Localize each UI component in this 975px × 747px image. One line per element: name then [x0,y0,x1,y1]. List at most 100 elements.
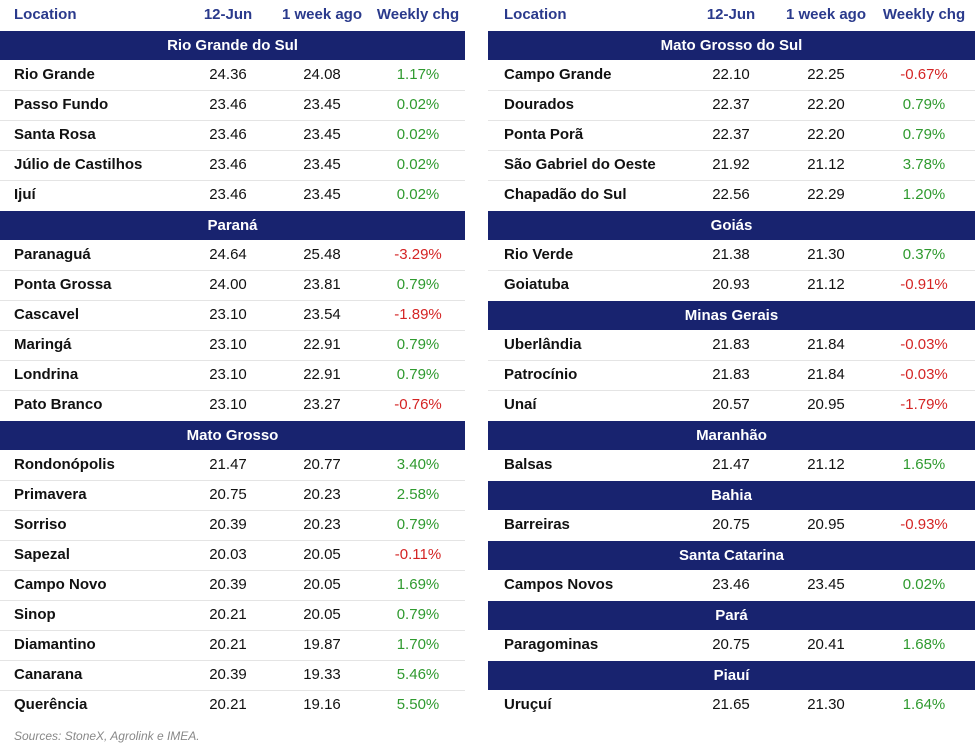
value-cell: 23.46 [209,96,247,113]
value-cell: 23.81 [303,276,341,293]
value-cell: 23.10 [209,336,247,353]
value-cell: 23.10 [209,366,247,383]
location: Sapezal [14,546,70,563]
value-cell: -0.11% [394,546,442,563]
source-note: Sources: StoneX, Agrolink e IMEA. [14,729,200,743]
value-cell: -3.29% [394,246,442,263]
column-header: Weekly chg [882,6,966,23]
value-cell: 21.47 [712,456,750,473]
value-cell: 21.38 [712,246,750,263]
group-header: Santa Catarina [488,541,975,570]
value-cell: 0.79% [396,336,440,353]
location: Diamantino [14,636,96,653]
location: Maringá [14,336,72,353]
value-cell: 21.65 [712,696,750,713]
group-header: Pará [488,601,975,630]
value-cell: 20.75 [712,516,750,533]
value-cell: -1.79% [900,396,948,413]
location: São Gabriel do Oeste [504,156,656,173]
value-cell: 20.03 [209,546,247,563]
value-cell: 0.79% [396,606,440,623]
value-cell: 3.78% [902,156,946,173]
value-cell: 21.83 [712,366,750,383]
value-cell: 20.77 [303,456,341,473]
row-separator [488,90,975,91]
row-separator [0,90,465,91]
group-header: Maranhão [488,421,975,450]
value-cell: 20.21 [209,636,247,653]
row-separator [488,150,975,151]
location: Ponta Porã [504,126,584,143]
row-separator [0,510,465,511]
value-cell: 0.79% [396,276,440,293]
value-cell: 20.05 [303,606,341,623]
location: Paragominas [504,636,599,653]
row-separator [488,360,975,361]
value-cell: 20.21 [209,696,247,713]
value-cell: 0.79% [902,96,946,113]
column-header: Weekly chg [376,6,460,23]
value-cell: 1.69% [396,576,440,593]
value-cell: 2.58% [396,486,440,503]
value-cell: 20.95 [807,516,845,533]
value-cell: 20.57 [712,396,750,413]
value-cell: 23.45 [807,576,845,593]
row-separator [0,480,465,481]
row-separator [488,120,975,121]
location: Rondonópolis [14,456,115,473]
value-cell: 23.10 [209,396,247,413]
value-cell: 20.05 [303,546,341,563]
location: Ponta Grossa [14,276,112,293]
value-cell: 0.02% [396,156,440,173]
value-cell: -0.76% [394,396,442,413]
location: Ijuí [14,186,36,203]
location: Rio Verde [504,246,574,263]
value-cell: 0.02% [396,126,440,143]
value-cell: 22.37 [712,96,750,113]
group-header: Piauí [488,661,975,690]
value-cell: 21.84 [807,336,845,353]
row-separator [0,180,465,181]
group-header: Paraná [0,211,465,240]
value-cell: 21.12 [807,276,845,293]
value-cell: 1.64% [902,696,946,713]
group-header: Mato Grosso [0,421,465,450]
value-cell: -1.89% [394,306,442,323]
row-separator [488,180,975,181]
value-cell: 24.00 [209,276,247,293]
value-cell: 20.41 [807,636,845,653]
column-header: 1 week ago [785,6,867,23]
row-separator [0,330,465,331]
value-cell: -0.67% [900,66,948,83]
value-cell: 1.70% [396,636,440,653]
row-separator [0,150,465,151]
row-separator [0,300,465,301]
value-cell: 24.64 [209,246,247,263]
value-cell: 22.91 [303,366,341,383]
value-cell: 22.29 [807,186,845,203]
value-cell: 24.08 [303,66,341,83]
value-cell: 1.20% [902,186,946,203]
value-cell: 25.48 [303,246,341,263]
location: Paranaguá [14,246,91,263]
value-cell: 23.45 [303,156,341,173]
value-cell: 22.10 [712,66,750,83]
value-cell: 19.33 [303,666,341,683]
row-separator [0,390,465,391]
value-cell: 23.45 [303,96,341,113]
location: Passo Fundo [14,96,109,113]
value-cell: 21.47 [209,456,247,473]
value-cell: 20.75 [712,636,750,653]
value-cell: 21.83 [712,336,750,353]
value-cell: 3.40% [396,456,440,473]
value-cell: 19.16 [303,696,341,713]
row-separator [0,690,465,691]
value-cell: 22.37 [712,126,750,143]
location: Unaí [504,396,537,413]
value-cell: -0.91% [900,276,948,293]
value-cell: 20.39 [209,576,247,593]
column-header: 1 week ago [281,6,363,23]
group-header: Rio Grande do Sul [0,31,465,60]
value-cell: 23.45 [303,126,341,143]
